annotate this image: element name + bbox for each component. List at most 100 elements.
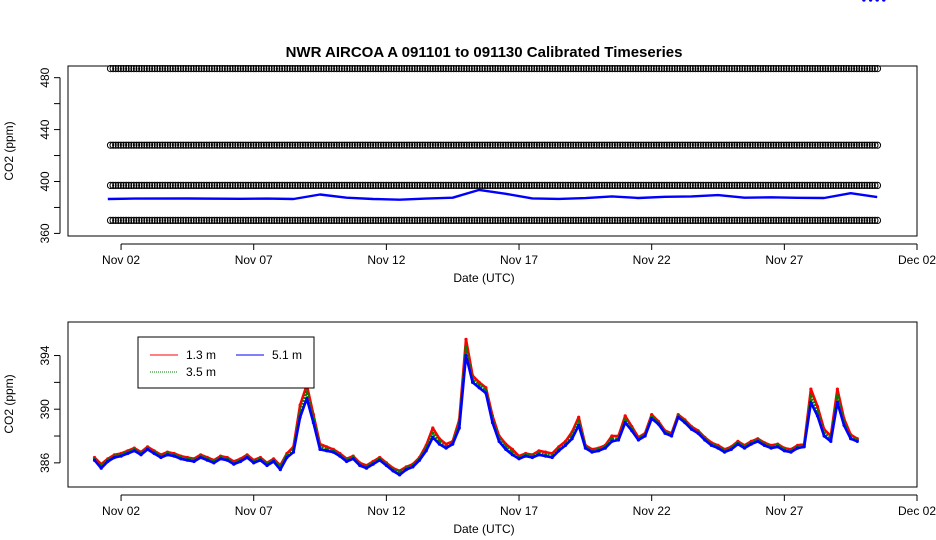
calibration-point xyxy=(171,65,180,73)
data-point-5-1-m xyxy=(331,450,335,454)
data-point-5-1-m xyxy=(610,439,614,443)
calibration-point xyxy=(179,65,187,73)
calibration-point xyxy=(569,65,577,73)
calibration-point xyxy=(580,141,588,149)
calibration-point xyxy=(707,141,715,149)
data-point-5-1-m xyxy=(583,446,588,450)
calibration-point xyxy=(756,141,765,149)
calibration-point xyxy=(486,181,494,189)
calibration-point xyxy=(283,65,291,73)
calibration-point xyxy=(629,216,637,224)
calibration-point xyxy=(119,181,128,189)
calibration-point xyxy=(559,181,567,189)
calibration-point xyxy=(364,181,372,189)
calibration-point xyxy=(710,181,718,189)
calibration-point xyxy=(312,181,320,189)
calibration-point xyxy=(840,216,848,224)
calibration-point xyxy=(655,141,663,149)
calibration-point xyxy=(291,216,299,224)
calibration-point xyxy=(112,181,120,189)
calibration-point xyxy=(247,216,255,224)
calibration-point xyxy=(268,141,276,149)
calibration-point xyxy=(229,181,237,189)
calibration-point xyxy=(790,181,798,189)
calibration-point xyxy=(816,141,824,149)
calibration-point xyxy=(702,216,710,224)
calibration-point xyxy=(179,181,187,189)
calibration-point xyxy=(151,216,159,224)
calibration-point xyxy=(663,181,671,189)
calibration-point xyxy=(728,216,736,224)
calibration-point xyxy=(637,181,645,189)
calibration-point xyxy=(694,141,702,149)
bottom-y-tick-label: 394 xyxy=(38,345,52,365)
calibration-point xyxy=(569,181,577,189)
calibration-point xyxy=(169,216,177,224)
calibration-point xyxy=(307,216,315,224)
data-point-5-1-m xyxy=(756,439,760,443)
calibration-point xyxy=(853,181,861,189)
calibration-point xyxy=(255,181,263,189)
calibration-point xyxy=(262,181,271,189)
calibration-point xyxy=(741,216,749,224)
calibration-point xyxy=(478,65,486,73)
calibration-point xyxy=(634,141,642,149)
calibration-point xyxy=(814,216,822,224)
calibration-point xyxy=(512,141,520,149)
calibration-point xyxy=(281,141,289,149)
calibration-point xyxy=(795,65,804,73)
calibration-point xyxy=(431,216,440,224)
calibration-point xyxy=(231,181,239,189)
calibration-point xyxy=(294,181,302,189)
calibration-point xyxy=(502,141,510,149)
data-point-5-1-m xyxy=(345,459,349,464)
calibration-point xyxy=(132,65,141,73)
calibration-point xyxy=(346,65,354,73)
calibration-point xyxy=(213,181,221,189)
calibration-point xyxy=(767,65,775,73)
calibration-point xyxy=(307,181,315,189)
calibration-point xyxy=(567,141,575,149)
calibration-point xyxy=(465,141,473,149)
data-point-1-3-m xyxy=(623,414,627,418)
data-point-5-1-m xyxy=(139,453,143,457)
calibration-point xyxy=(567,216,575,224)
calibration-point xyxy=(348,181,356,189)
calibration-point xyxy=(645,65,653,73)
calibration-point xyxy=(517,141,525,149)
calibration-point xyxy=(684,181,692,189)
calibration-point xyxy=(658,216,666,224)
calibration-point xyxy=(166,181,174,189)
calibration-point xyxy=(327,216,336,224)
calibration-point xyxy=(359,65,367,73)
calibration-point xyxy=(756,181,765,189)
calibration-point xyxy=(239,216,247,224)
calibration-point xyxy=(525,216,533,224)
calibration-point xyxy=(642,181,650,189)
calibration-point xyxy=(356,141,364,149)
calibration-point xyxy=(130,181,138,189)
calibration-point xyxy=(642,141,650,149)
calibration-point xyxy=(832,216,840,224)
calibration-point xyxy=(203,216,211,224)
calibration-point xyxy=(554,141,562,149)
calibration-point xyxy=(424,65,432,73)
calibration-point xyxy=(699,141,707,149)
calibration-point xyxy=(346,216,354,224)
calibration-point xyxy=(517,181,525,189)
calibration-point xyxy=(793,141,801,149)
calibration-point xyxy=(775,65,783,73)
calibration-point xyxy=(223,216,232,224)
top-x-tick-label: Nov 02 xyxy=(102,253,140,267)
calibration-point xyxy=(520,181,528,189)
data-point-5-1-m xyxy=(464,353,468,358)
calibration-point xyxy=(606,141,614,149)
calibration-point xyxy=(590,181,598,189)
calibration-point xyxy=(145,181,154,189)
data-point-5-1-m xyxy=(165,453,170,457)
calibration-point xyxy=(416,65,424,73)
data-point-5-1-m xyxy=(444,446,448,450)
calibration-point xyxy=(424,181,432,189)
calibration-point xyxy=(751,181,759,189)
calibration-point xyxy=(184,181,193,189)
